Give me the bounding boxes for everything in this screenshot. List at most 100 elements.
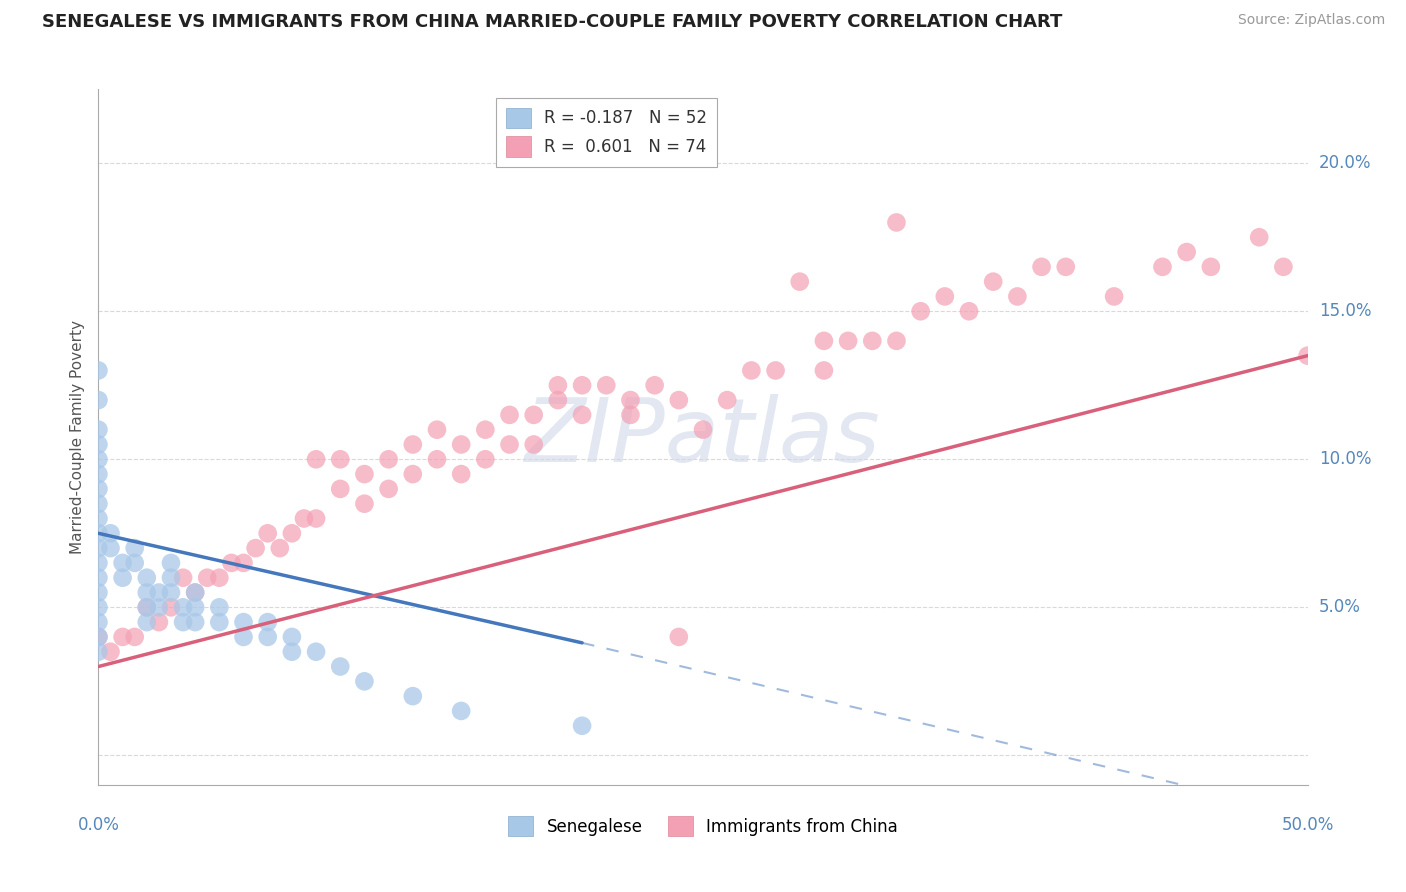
Point — [402, 689, 425, 703]
Point — [474, 423, 496, 437]
Point — [87, 423, 110, 437]
Legend: Senegalese, Immigrants from China: Senegalese, Immigrants from China — [498, 805, 908, 847]
Point — [87, 497, 110, 511]
Point — [221, 556, 243, 570]
Point — [160, 556, 183, 570]
Point — [87, 363, 110, 377]
Point — [765, 363, 787, 377]
Point — [1344, 186, 1367, 200]
Point — [111, 556, 134, 570]
Point — [305, 645, 328, 659]
Point — [87, 630, 110, 644]
Point — [232, 556, 254, 570]
Point — [402, 467, 425, 481]
Point — [1272, 260, 1295, 274]
Point — [329, 482, 352, 496]
Point — [571, 408, 593, 422]
Point — [377, 482, 399, 496]
Point — [957, 304, 980, 318]
Point — [1102, 289, 1125, 303]
Point — [184, 585, 207, 599]
Point — [172, 615, 194, 629]
Point — [148, 600, 170, 615]
Point — [160, 585, 183, 599]
Point — [450, 437, 472, 451]
Point — [148, 615, 170, 629]
Point — [87, 630, 110, 644]
Point — [353, 497, 375, 511]
Text: 5.0%: 5.0% — [1319, 599, 1361, 616]
Point — [160, 571, 183, 585]
Point — [1296, 349, 1319, 363]
Point — [426, 452, 449, 467]
Text: 0.0%: 0.0% — [77, 815, 120, 833]
Point — [281, 526, 304, 541]
Point — [256, 615, 278, 629]
Point — [208, 571, 231, 585]
Point — [426, 423, 449, 437]
Point — [172, 600, 194, 615]
Point — [1175, 245, 1198, 260]
Point — [124, 556, 146, 570]
Point — [644, 378, 666, 392]
Point — [547, 393, 569, 408]
Point — [668, 393, 690, 408]
Point — [87, 600, 110, 615]
Point — [329, 659, 352, 673]
Point — [87, 541, 110, 555]
Point — [135, 571, 157, 585]
Point — [111, 630, 134, 644]
Point — [692, 423, 714, 437]
Point — [292, 511, 315, 525]
Point — [232, 630, 254, 644]
Point — [498, 408, 520, 422]
Point — [886, 334, 908, 348]
Point — [450, 704, 472, 718]
Text: ZIPatlas: ZIPatlas — [526, 394, 880, 480]
Point — [474, 452, 496, 467]
Point — [571, 719, 593, 733]
Point — [124, 541, 146, 555]
Point — [269, 541, 291, 555]
Point — [1054, 260, 1077, 274]
Point — [87, 511, 110, 525]
Point — [450, 467, 472, 481]
Point — [595, 378, 617, 392]
Point — [1031, 260, 1053, 274]
Point — [148, 585, 170, 599]
Point — [353, 467, 375, 481]
Point — [619, 408, 641, 422]
Point — [87, 437, 110, 451]
Point — [195, 571, 218, 585]
Point — [184, 600, 207, 615]
Point — [305, 511, 328, 525]
Point — [813, 334, 835, 348]
Point — [87, 615, 110, 629]
Point — [377, 452, 399, 467]
Point — [135, 585, 157, 599]
Point — [716, 393, 738, 408]
Point — [619, 393, 641, 408]
Point — [208, 600, 231, 615]
Point — [87, 467, 110, 481]
Point — [789, 275, 811, 289]
Point — [184, 615, 207, 629]
Point — [886, 215, 908, 229]
Point — [837, 334, 859, 348]
Text: 50.0%: 50.0% — [1281, 815, 1334, 833]
Point — [740, 363, 762, 377]
Point — [87, 393, 110, 408]
Point — [208, 615, 231, 629]
Point — [87, 452, 110, 467]
Point — [571, 378, 593, 392]
Point — [111, 571, 134, 585]
Point — [1007, 289, 1029, 303]
Point — [1152, 260, 1174, 274]
Point — [100, 541, 122, 555]
Text: 10.0%: 10.0% — [1319, 450, 1371, 468]
Point — [87, 482, 110, 496]
Point — [87, 645, 110, 659]
Point — [184, 585, 207, 599]
Point — [1199, 260, 1222, 274]
Point — [100, 526, 122, 541]
